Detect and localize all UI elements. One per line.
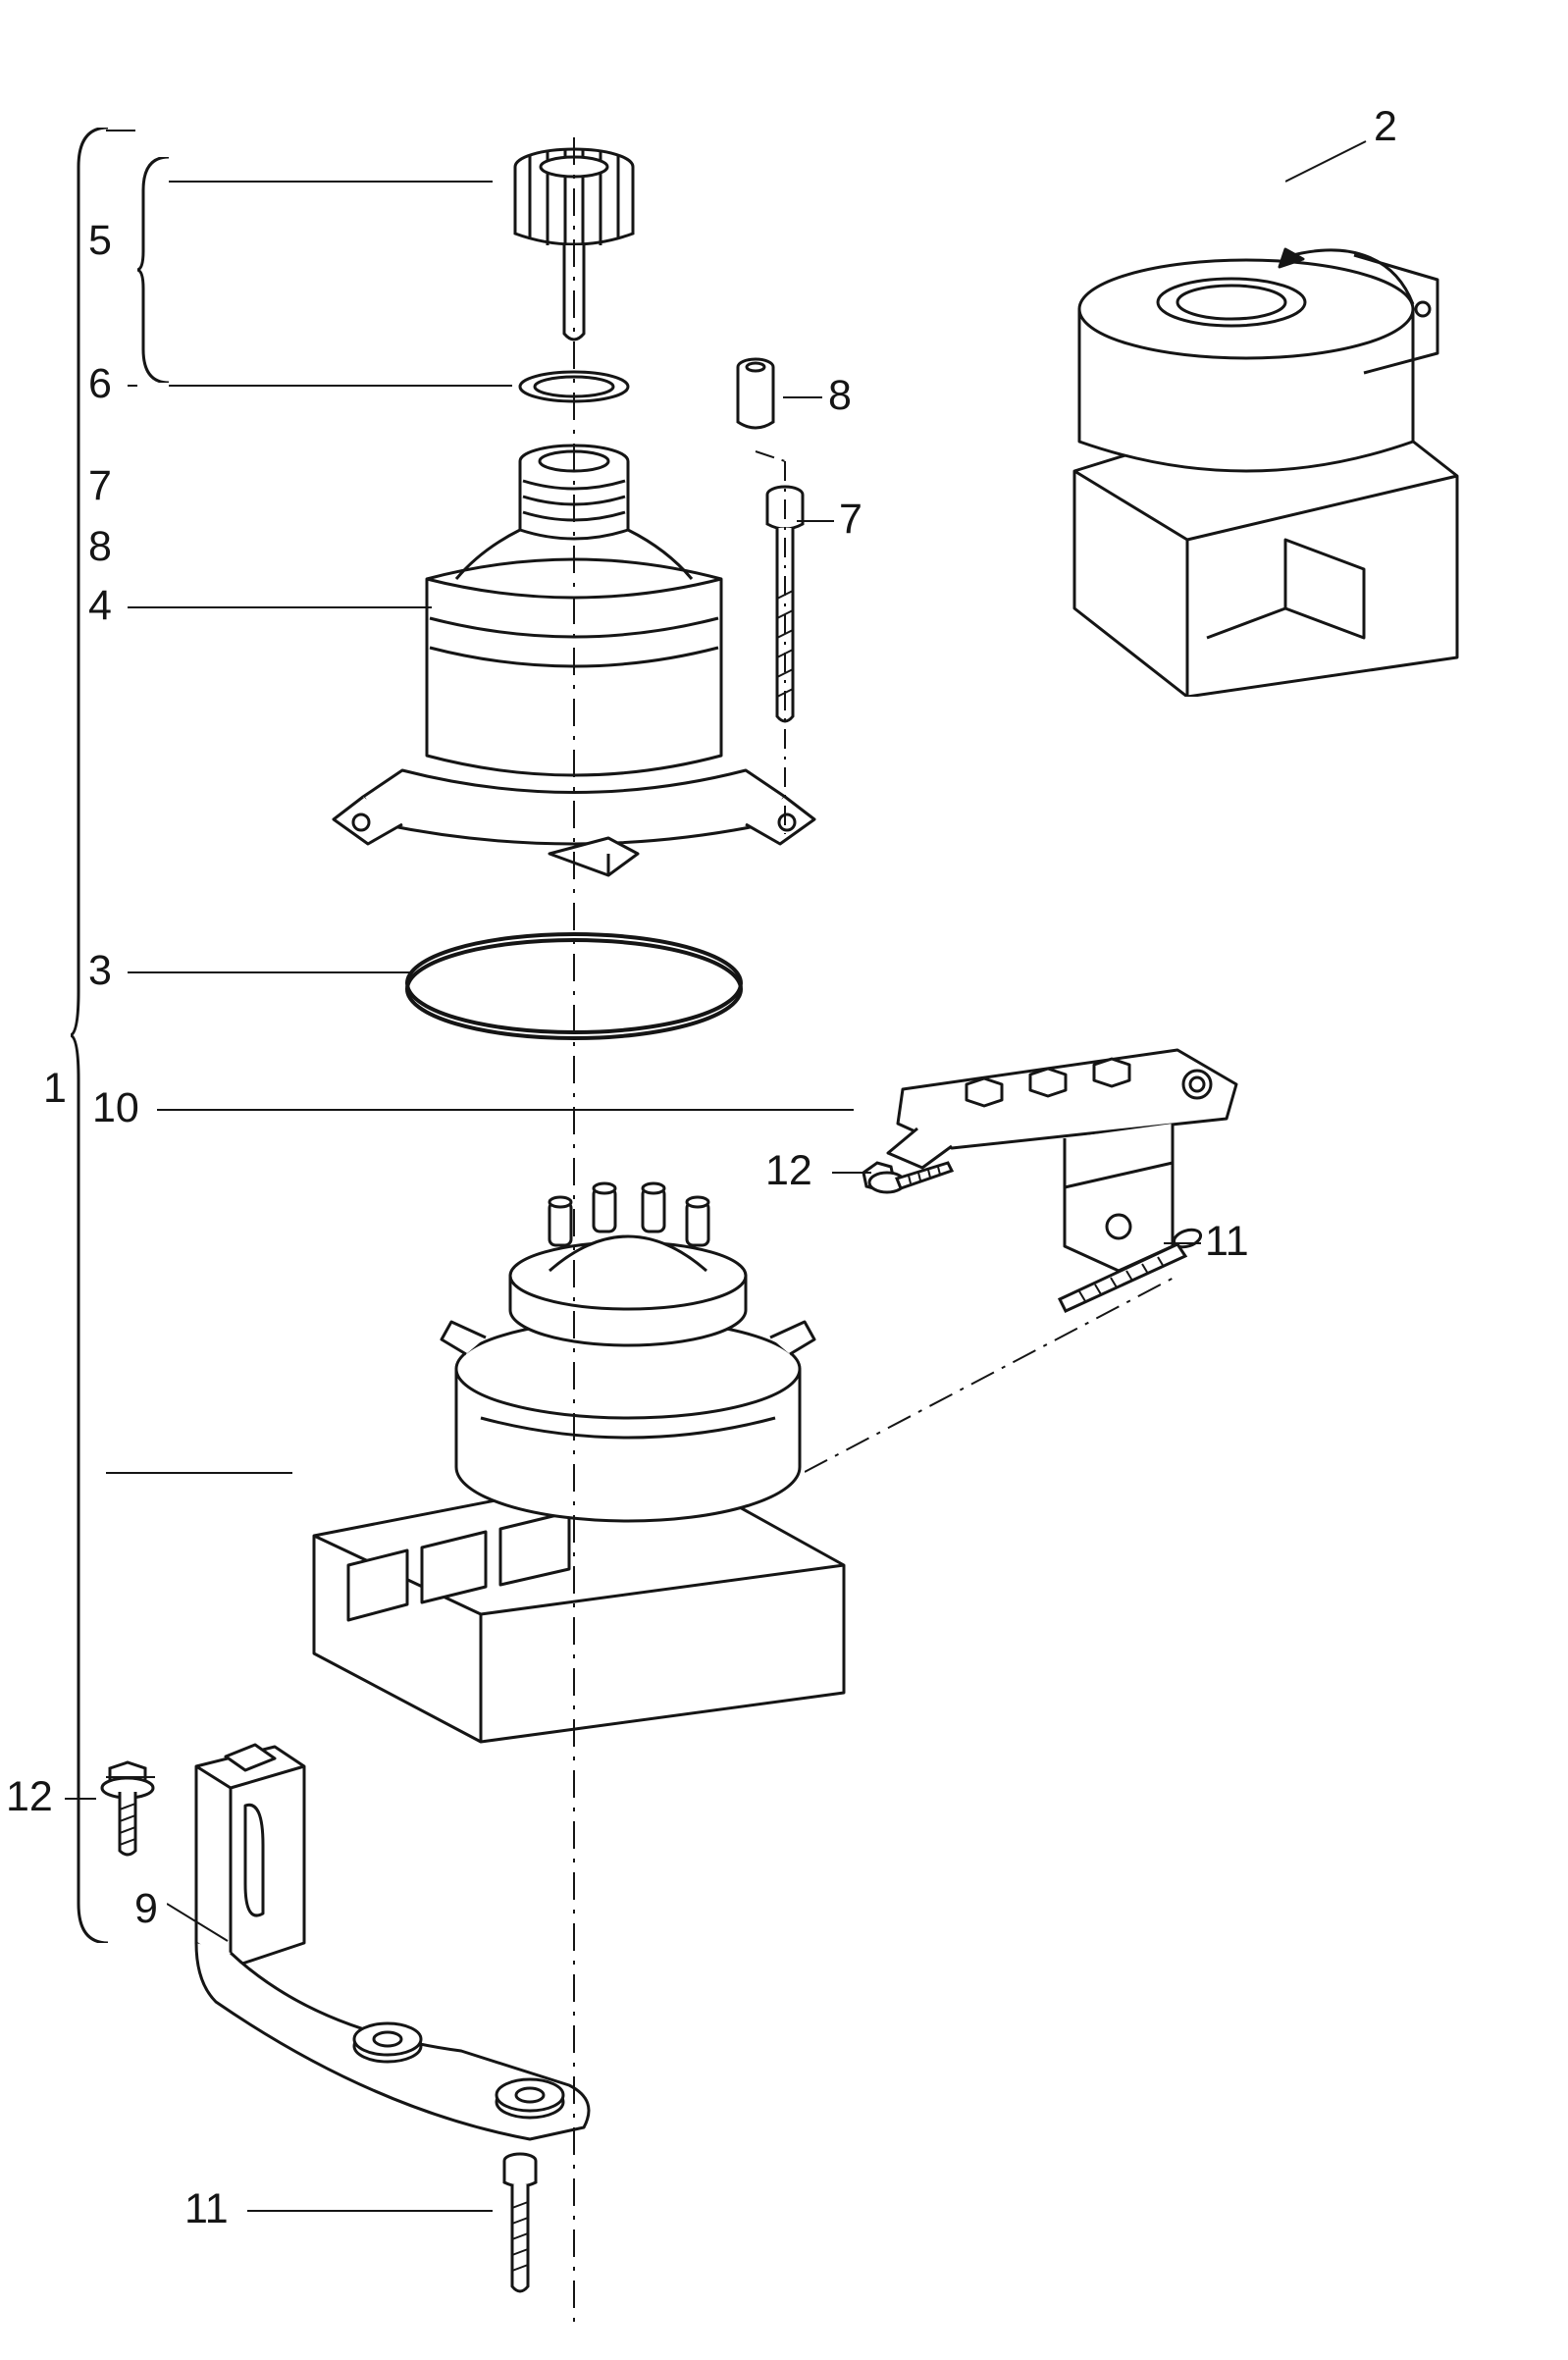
callout-2: 2	[1374, 106, 1397, 148]
leader-12b	[65, 1798, 96, 1800]
leader-9	[167, 1894, 235, 1953]
callout-3: 3	[88, 950, 112, 992]
leader-7r	[797, 520, 834, 522]
axis-bracket-path	[805, 1266, 1187, 1492]
leader-6	[128, 385, 137, 387]
callout-7b: 7	[839, 498, 862, 541]
center-axis	[569, 137, 579, 2326]
callout-12b: 12	[6, 1776, 53, 1818]
axis-bolt-path	[746, 412, 805, 844]
part-bracket-screw-lower	[491, 2149, 549, 2306]
leader-5-top	[169, 181, 493, 183]
part-upper-housing	[991, 147, 1491, 697]
leader-8r	[783, 396, 822, 398]
leader-4	[128, 606, 432, 608]
leader-brkt9	[106, 1776, 155, 1778]
callout-7a: 7	[88, 465, 112, 507]
callout-8a: 8	[88, 526, 112, 568]
leader-2	[1285, 137, 1374, 186]
callout-11a: 11	[1205, 1221, 1249, 1263]
leader-11a	[1164, 1242, 1201, 1244]
leader-11b	[247, 2210, 493, 2212]
callout-11b: 11	[184, 2188, 229, 2230]
leader-10	[157, 1109, 854, 1111]
callout-10: 10	[92, 1087, 139, 1129]
leader-12a	[832, 1172, 871, 1174]
callout-5: 5	[88, 220, 112, 262]
callout-6: 6	[88, 363, 112, 405]
callout-4: 4	[88, 585, 112, 627]
leader-5-brace	[137, 157, 171, 383]
callout-8b: 8	[828, 375, 852, 417]
callout-9: 9	[134, 1888, 158, 1930]
callout-12a: 12	[765, 1150, 812, 1192]
leader-top	[106, 130, 135, 131]
exploded-diagram: 1 2 3 4 5 6 7 7 8 8 9 10 11 11 12 12	[0, 0, 1568, 2360]
leader-pump	[106, 1472, 292, 1474]
leader-5-bottom	[169, 385, 512, 387]
leader-3	[128, 971, 412, 973]
callout-1: 1	[43, 1068, 67, 1110]
